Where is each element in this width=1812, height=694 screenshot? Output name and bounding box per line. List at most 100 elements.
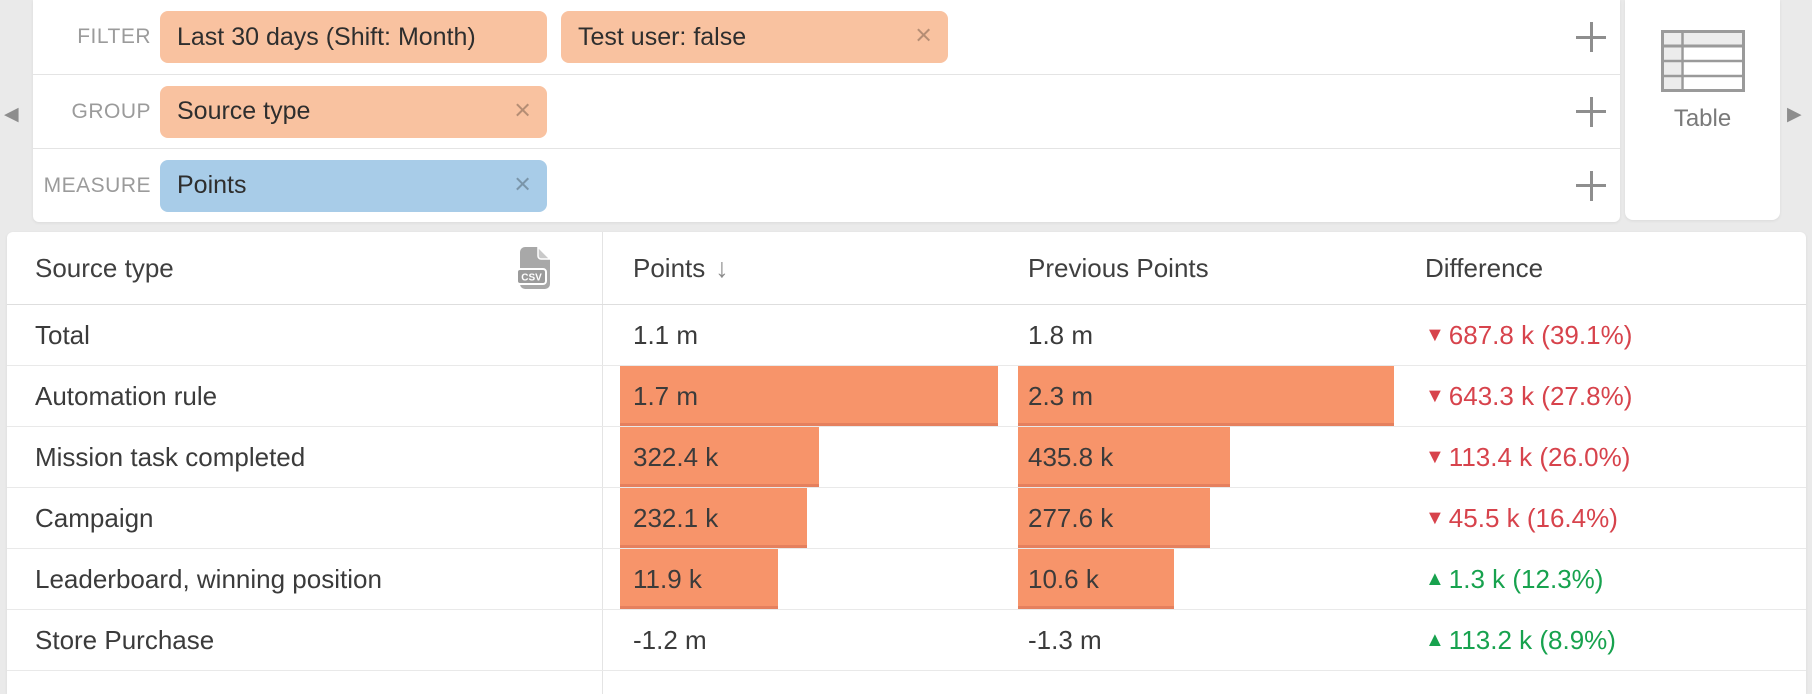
previous-points-value: -1.3 m (1028, 625, 1102, 655)
previous-points-bar (1018, 488, 1210, 548)
table-row[interactable]: Campaign 232.1 k 277.6 k ▼ 45.5 k (16.4%) (7, 488, 1806, 549)
trend-down-icon: ▼ (1425, 324, 1445, 346)
group-tags: Source type × (160, 85, 547, 138)
points-value: 11.9 k (633, 564, 702, 594)
csv-badge-label: CSV (521, 273, 542, 284)
previous-points-value: 2.3 m (1028, 381, 1094, 411)
difference-value: 45.5 k (16.4%) (1448, 502, 1618, 533)
view-switcher-card[interactable]: Table (1625, 0, 1780, 220)
points-cell: 322.4 k (602, 427, 1008, 487)
source-type-column-header: Source type (35, 253, 174, 283)
sort-descending-icon: ↓ (715, 253, 729, 283)
points-value: 1.1 m (633, 320, 699, 350)
previous-points-cell: 10.6 k (1001, 549, 1407, 609)
previous-points-bar (1018, 427, 1231, 487)
points-cell: 11.9 k (602, 549, 1008, 609)
csv-export-icon[interactable]: CSV (513, 246, 555, 290)
table-row[interactable]: Total 1.1 m 1.8 m ▼ 687.8 k (39.1%) (7, 305, 1806, 366)
filter-row: FILTER Last 30 days (Shift: Month) Test … (33, 0, 1620, 74)
previous-points-cell: -1.3 m (1001, 610, 1407, 670)
measure-tag-points[interactable]: Points × (160, 159, 547, 212)
table-row[interactable]: Store Purchase -1.2 m -1.3 m ▲ 113.2 k (8.9%… (7, 610, 1806, 671)
points-bar (620, 549, 778, 609)
filter-row-label: FILTER (77, 25, 151, 48)
filter-tag-test-user[interactable]: Test user: false × (561, 11, 948, 63)
remove-group-icon[interactable]: × (514, 93, 531, 126)
previous-points-cell: 277.6 k (1001, 488, 1407, 548)
remove-filter-icon[interactable]: × (915, 19, 932, 52)
points-value: -1.2 m (633, 625, 707, 655)
trend-down-icon: ▼ (1425, 507, 1445, 529)
points-bar (620, 366, 998, 426)
difference-value: 687.8 k (39.1%) (1448, 319, 1633, 350)
measure-row: MEASURE Points × (33, 148, 1620, 222)
previous-points-bar (1018, 549, 1175, 609)
previous-points-value: 10.6 k (1028, 564, 1099, 594)
add-group-button[interactable] (1576, 96, 1606, 127)
points-cell: 1.7 m (602, 366, 1008, 426)
source-type-cell: Store Purchase (35, 625, 215, 655)
points-value: 1.7 m (633, 381, 699, 411)
difference-value: 1.3 k (12.3%) (1448, 563, 1604, 594)
difference-cell: ▼ 643.3 k (27.8%) (1407, 366, 1806, 426)
difference-cell: ▼ 45.5 k (16.4%) (1407, 488, 1806, 548)
difference-cell: ▼ 113.4 k (26.0%) (1407, 427, 1806, 487)
points-bar (620, 488, 808, 548)
expand-panel-right-icon[interactable]: ▶ (1787, 104, 1802, 125)
points-value: 232.1 k (633, 503, 719, 533)
measure-tag-points-label: Points (177, 171, 247, 199)
group-row-label: GROUP (71, 99, 151, 123)
group-tag-source-type[interactable]: Source type × (160, 85, 547, 138)
column-divider (602, 232, 603, 694)
difference-cell: ▲ 113.2 k (8.9%) (1407, 610, 1806, 670)
remove-measure-icon[interactable]: × (514, 167, 531, 200)
report-table-panel: Source type CSV Points ↓ Previous Points … (7, 232, 1806, 694)
add-filter-button[interactable] (1576, 22, 1606, 52)
difference-cell: ▼ 687.8 k (39.1%) (1407, 305, 1806, 365)
difference-value: 113.4 k (26.0%) (1448, 441, 1631, 472)
difference-cell: ▲ 1.3 k (12.3%) (1407, 549, 1806, 609)
measure-row-label: MEASURE (43, 173, 151, 197)
filter-tag-test-user-label: Test user: false (578, 22, 747, 51)
points-column-label: Points (633, 253, 706, 283)
filter-tags: Last 30 days (Shift: Month) Test user: f… (160, 11, 948, 63)
view-switcher-label: Table (1673, 105, 1732, 132)
points-column-header[interactable]: Points ↓ (633, 232, 729, 304)
previous-points-cell: 2.3 m (1001, 366, 1407, 426)
table-row[interactable]: Automation rule 1.7 m 2.3 m ▼ 643.3 k (27.8%… (7, 366, 1806, 427)
trend-down-icon: ▼ (1425, 385, 1445, 407)
points-value: 322.4 k (633, 442, 719, 472)
source-type-cell: Automation rule (35, 381, 218, 411)
trend-up-icon: ▲ (1425, 629, 1445, 651)
table-icon (1660, 30, 1745, 92)
points-cell: -1.2 m (602, 610, 1008, 670)
table-row[interactable]: Leaderboard, winning position 11.9 k 10.6 … (7, 549, 1806, 610)
previous-points-value: 435.8 k (1028, 442, 1114, 472)
source-type-cell: Mission task completed (35, 442, 306, 472)
trend-up-icon: ▲ (1425, 568, 1445, 590)
source-type-cell: Leaderboard, winning position (35, 564, 382, 594)
filter-tag-date-range-label: Last 30 days (Shift: Month) (177, 22, 476, 51)
previous-points-cell: 435.8 k (1001, 427, 1407, 487)
previous-points-cell: 1.8 m (1001, 305, 1407, 365)
difference-column-header: Difference (1425, 253, 1544, 283)
previous-points-column-header: Previous Points (1028, 253, 1209, 283)
group-row: GROUP Source type × (33, 74, 1620, 148)
table-row[interactable]: Mission task completed 322.4 k 435.8 k ▼ 113… (7, 427, 1806, 488)
add-measure-button[interactable] (1576, 170, 1606, 201)
collapse-panel-left-icon[interactable]: ◀ (4, 104, 19, 125)
difference-value: 113.2 k (8.9%) (1448, 624, 1616, 655)
points-cell: 1.1 m (602, 305, 1008, 365)
trend-down-icon: ▼ (1425, 446, 1445, 468)
source-type-cell: Total (35, 320, 90, 350)
table-header-row: Source type CSV Points ↓ Previous Points … (7, 232, 1806, 305)
difference-value: 643.3 k (27.8%) (1448, 380, 1633, 411)
filter-tag-date-range[interactable]: Last 30 days (Shift: Month) (160, 11, 547, 63)
previous-points-value: 1.8 m (1028, 320, 1094, 350)
points-bar (620, 427, 819, 487)
source-type-cell: Campaign (35, 503, 154, 533)
measure-tags: Points × (160, 159, 547, 212)
group-tag-source-type-label: Source type (177, 97, 311, 125)
points-cell: 232.1 k (602, 488, 1008, 548)
query-builder-panel: FILTER Last 30 days (Shift: Month) Test … (33, 0, 1620, 222)
